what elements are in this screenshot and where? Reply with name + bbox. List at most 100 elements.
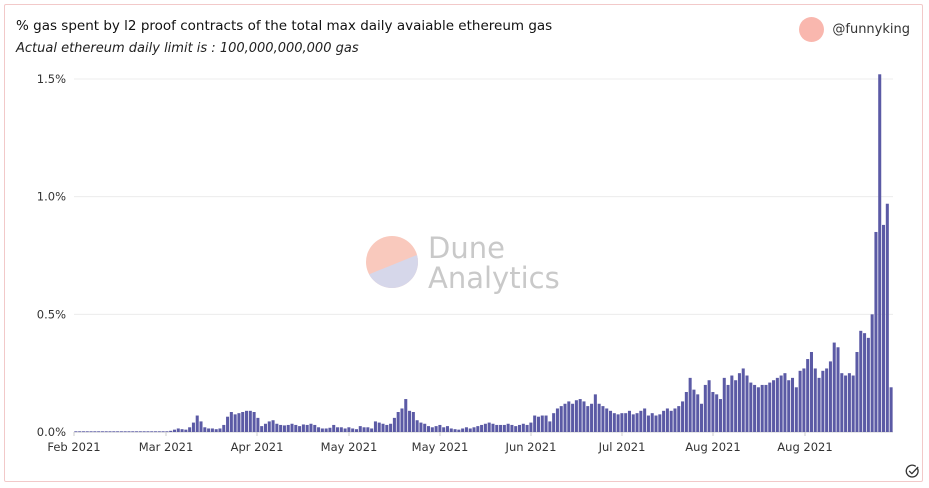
y-tick-label: 0.0% bbox=[37, 425, 66, 439]
dune-analytics-watermark: Dune Analytics bbox=[366, 231, 560, 295]
bar bbox=[684, 391, 688, 432]
bar bbox=[237, 413, 241, 432]
bar bbox=[339, 427, 343, 432]
bar bbox=[453, 429, 457, 432]
bar bbox=[415, 420, 419, 432]
bar bbox=[544, 415, 548, 432]
bar bbox=[320, 428, 324, 432]
bar bbox=[279, 424, 283, 432]
bar bbox=[772, 380, 776, 432]
bar bbox=[643, 408, 647, 432]
bar bbox=[866, 337, 870, 432]
bar bbox=[457, 429, 461, 432]
bar bbox=[218, 428, 222, 432]
bar bbox=[654, 415, 658, 432]
bar bbox=[427, 426, 431, 432]
bar bbox=[282, 425, 286, 432]
bar bbox=[885, 203, 889, 432]
chart-subtitle: Actual ethereum daily limit is : 100,000… bbox=[16, 41, 359, 56]
bar bbox=[146, 431, 150, 433]
bar bbox=[753, 384, 757, 432]
x-tick-label: May 2021 bbox=[412, 440, 469, 454]
bar bbox=[449, 428, 453, 432]
bar bbox=[673, 408, 677, 432]
bar bbox=[165, 431, 169, 433]
bar bbox=[480, 424, 484, 432]
bar bbox=[169, 430, 173, 432]
bar bbox=[806, 359, 810, 432]
bar bbox=[817, 377, 821, 432]
bar bbox=[396, 412, 400, 432]
bar bbox=[434, 426, 438, 432]
bar bbox=[836, 347, 840, 432]
bar bbox=[286, 424, 290, 432]
bar bbox=[476, 426, 480, 432]
bar bbox=[840, 373, 844, 432]
bar bbox=[688, 377, 692, 432]
bar bbox=[362, 427, 366, 432]
bar bbox=[734, 380, 738, 432]
bar bbox=[461, 428, 465, 432]
check-circle-icon[interactable] bbox=[905, 464, 920, 479]
bar bbox=[586, 406, 590, 432]
bar bbox=[692, 389, 696, 432]
y-tick-label: 1.5% bbox=[37, 72, 66, 86]
bar bbox=[263, 423, 267, 432]
x-tick-label: Jul 2021 bbox=[598, 440, 646, 454]
bar bbox=[495, 424, 499, 432]
bar bbox=[97, 431, 101, 433]
bar bbox=[499, 424, 503, 432]
bar bbox=[552, 413, 556, 432]
bar bbox=[756, 387, 760, 432]
author-name[interactable]: @funnyking bbox=[832, 22, 910, 37]
bar bbox=[601, 406, 605, 432]
bar bbox=[210, 428, 214, 432]
bar bbox=[624, 413, 628, 432]
bar bbox=[252, 412, 256, 432]
bar bbox=[366, 427, 370, 432]
bar bbox=[271, 420, 275, 432]
bar bbox=[855, 351, 859, 432]
bar bbox=[332, 424, 336, 432]
bar bbox=[791, 377, 795, 432]
bar bbox=[184, 429, 188, 432]
y-tick-label: 1.0% bbox=[37, 190, 66, 204]
bar bbox=[305, 424, 309, 432]
bar bbox=[578, 399, 582, 432]
bar bbox=[487, 422, 491, 432]
bar bbox=[882, 224, 886, 432]
bar bbox=[590, 403, 594, 432]
bar bbox=[646, 415, 650, 432]
x-axis-ticks: Feb 2021 Mar 2021 Apr 2021 May 2021 May 2021… bbox=[47, 432, 833, 454]
bar bbox=[389, 423, 393, 432]
bar bbox=[138, 431, 142, 433]
bar bbox=[677, 406, 681, 432]
bar bbox=[370, 428, 374, 432]
watermark-line2: Analytics bbox=[428, 261, 560, 295]
bar bbox=[870, 314, 874, 432]
bar bbox=[233, 414, 237, 432]
x-tick-label: Apr 2021 bbox=[231, 440, 284, 454]
bar bbox=[108, 431, 112, 433]
bar bbox=[354, 429, 358, 432]
avatar[interactable] bbox=[799, 17, 825, 42]
bar bbox=[112, 431, 116, 433]
bar bbox=[593, 394, 597, 432]
bar bbox=[419, 422, 423, 432]
bar bbox=[191, 422, 195, 432]
author-badge[interactable]: @funnyking bbox=[799, 17, 910, 42]
chart-card: % gas spent by l2 proof contracts of the… bbox=[4, 4, 923, 482]
bar bbox=[574, 400, 578, 432]
bar bbox=[127, 431, 131, 433]
bar bbox=[722, 377, 726, 432]
bar bbox=[298, 426, 302, 432]
bar bbox=[89, 431, 93, 433]
bar bbox=[726, 384, 730, 432]
bar bbox=[483, 423, 487, 432]
bar bbox=[172, 429, 176, 432]
bar bbox=[381, 423, 385, 432]
bar bbox=[203, 427, 207, 432]
bar bbox=[798, 370, 802, 432]
bar bbox=[81, 431, 85, 433]
bar bbox=[631, 414, 635, 432]
